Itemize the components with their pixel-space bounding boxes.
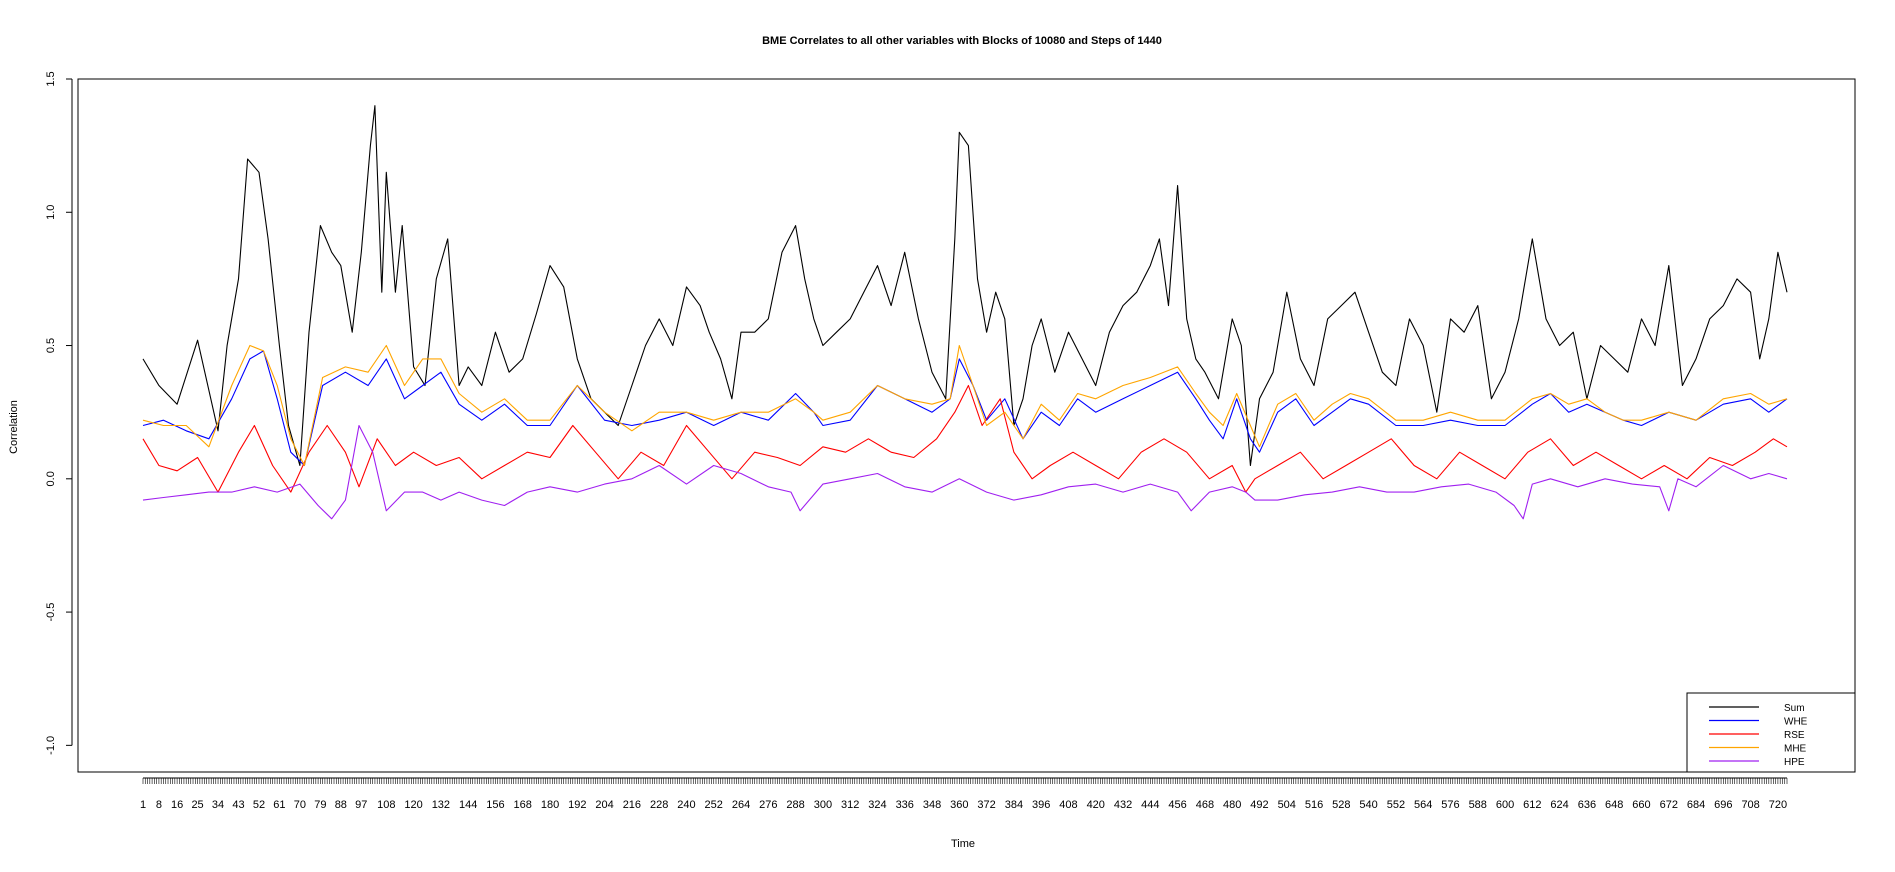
x-tick-label: 708 bbox=[1741, 799, 1759, 811]
x-tick-label: 79 bbox=[314, 799, 326, 811]
x-tick-label: 204 bbox=[595, 799, 613, 811]
y-axis-label: Correlation bbox=[8, 400, 20, 454]
x-tick-label: 300 bbox=[814, 799, 832, 811]
y-tick-label: 1.5 bbox=[45, 71, 57, 86]
x-tick-label: 25 bbox=[191, 799, 203, 811]
y-tick-label: 0.0 bbox=[45, 471, 57, 486]
x-tick-label: 720 bbox=[1769, 799, 1787, 811]
x-tick-label: 444 bbox=[1141, 799, 1159, 811]
y-tick-label: -0.5 bbox=[45, 603, 57, 622]
x-tick-label: 156 bbox=[486, 799, 504, 811]
x-axis: 1 8 16 25 34 43 52 61 70 79 88 97 108 120 132 144 156 168… bbox=[140, 777, 1788, 811]
x-tick-label: 180 bbox=[541, 799, 559, 811]
chart-title: BME Correlates to all other variables wi… bbox=[762, 35, 1162, 47]
x-tick-label: 528 bbox=[1332, 799, 1350, 811]
x-tick-label: 336 bbox=[896, 799, 914, 811]
x-tick-label: 252 bbox=[705, 799, 723, 811]
x-tick-label: 264 bbox=[732, 799, 750, 811]
x-tick-label: 1 bbox=[140, 799, 146, 811]
series-line-sum bbox=[142, 105, 1788, 467]
x-tick-label: 288 bbox=[786, 799, 804, 811]
x-tick-label: 396 bbox=[1032, 799, 1050, 811]
x-tick-label: 504 bbox=[1278, 799, 1296, 811]
x-tick-label: 34 bbox=[212, 799, 224, 811]
x-tick-label: 276 bbox=[759, 799, 777, 811]
y-tick-label: 1.0 bbox=[45, 205, 57, 220]
x-tick-label: 120 bbox=[404, 799, 422, 811]
x-tick-label: 52 bbox=[253, 799, 265, 811]
series-layer bbox=[142, 105, 1788, 520]
x-tick-label: 432 bbox=[1114, 799, 1132, 811]
legend-label: WHE bbox=[1784, 717, 1808, 728]
x-tick-label: 88 bbox=[335, 799, 347, 811]
x-tick-label: 540 bbox=[1359, 799, 1377, 811]
legend-label: MHE bbox=[1784, 744, 1807, 755]
x-tick-label: 696 bbox=[1714, 799, 1732, 811]
x-tick-label: 468 bbox=[1196, 799, 1214, 811]
x-tick-label: 384 bbox=[1005, 799, 1023, 811]
x-tick-label: 588 bbox=[1469, 799, 1487, 811]
series-line-mhe bbox=[142, 344, 1788, 467]
x-tick-label: 660 bbox=[1632, 799, 1650, 811]
x-tick-label: 492 bbox=[1250, 799, 1268, 811]
legend-box bbox=[1686, 692, 1856, 773]
x-tick-label: 70 bbox=[294, 799, 306, 811]
x-tick-label: 456 bbox=[1168, 799, 1186, 811]
series-line-hpe bbox=[142, 424, 1788, 520]
legend-label: RSE bbox=[1784, 730, 1805, 741]
y-tick-label: -1.0 bbox=[45, 736, 57, 755]
x-tick-label: 240 bbox=[677, 799, 695, 811]
x-tick-label: 684 bbox=[1687, 799, 1705, 811]
x-tick-label: 564 bbox=[1414, 799, 1432, 811]
x-tick-label: 516 bbox=[1305, 799, 1323, 811]
x-tick-label: 360 bbox=[950, 799, 968, 811]
x-tick-label: 420 bbox=[1087, 799, 1105, 811]
x-tick-label: 408 bbox=[1059, 799, 1077, 811]
x-axis-label: Time bbox=[951, 838, 975, 850]
x-tick-label: 576 bbox=[1441, 799, 1459, 811]
plot-frame bbox=[77, 78, 1856, 773]
x-tick-label: 480 bbox=[1223, 799, 1241, 811]
x-tick-label: 132 bbox=[432, 799, 450, 811]
legend: Sum WHE RSE MHE HPE bbox=[1686, 692, 1856, 773]
x-tick-label: 324 bbox=[868, 799, 886, 811]
x-tick-label: 228 bbox=[650, 799, 668, 811]
x-tick-label: 348 bbox=[923, 799, 941, 811]
x-tick-label: 216 bbox=[623, 799, 641, 811]
x-tick-label: 312 bbox=[841, 799, 859, 811]
x-tick-label: 372 bbox=[977, 799, 995, 811]
y-axis: -1.0 -0.5 0.0 0.5 1.0 1.5 bbox=[45, 71, 73, 755]
series-line-whe bbox=[142, 350, 1788, 467]
x-tick-label: 648 bbox=[1605, 799, 1623, 811]
x-tick-label: 108 bbox=[377, 799, 395, 811]
x-tick-label: 672 bbox=[1660, 799, 1678, 811]
legend-label: Sum bbox=[1784, 703, 1805, 714]
x-tick-label: 612 bbox=[1523, 799, 1541, 811]
x-tick-label: 43 bbox=[232, 799, 244, 811]
series-line-rse bbox=[142, 384, 1788, 493]
y-tick-label: 0.5 bbox=[45, 338, 57, 353]
x-tick-label: 600 bbox=[1496, 799, 1514, 811]
x-tick-label: 192 bbox=[568, 799, 586, 811]
x-tick-label: 16 bbox=[171, 799, 183, 811]
x-tick-label: 8 bbox=[156, 799, 162, 811]
x-tick-label: 636 bbox=[1578, 799, 1596, 811]
x-tick-label: 144 bbox=[459, 799, 477, 811]
legend-label: HPE bbox=[1784, 757, 1805, 768]
x-tick-label: 552 bbox=[1387, 799, 1405, 811]
x-tick-label: 624 bbox=[1550, 799, 1568, 811]
x-tick-label: 61 bbox=[273, 799, 285, 811]
x-tick-label: 168 bbox=[514, 799, 532, 811]
x-tick-label: 97 bbox=[355, 799, 367, 811]
